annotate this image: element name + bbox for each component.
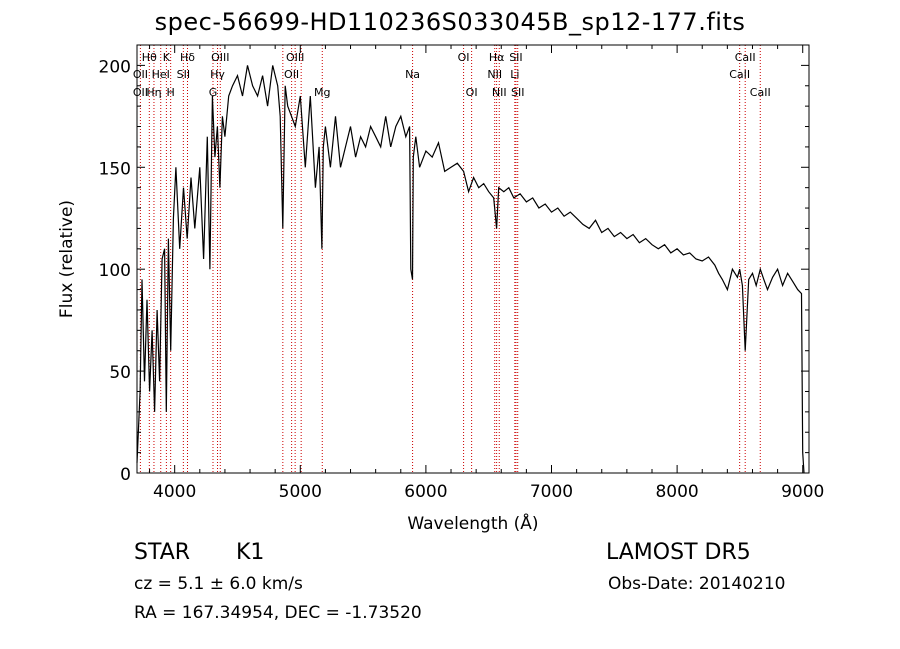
survey-release: LAMOST DR5 [606, 540, 751, 565]
x-tick-label: 9000 [781, 482, 824, 502]
x-tick-label: 5000 [279, 482, 322, 502]
object-class: STAR [134, 540, 191, 565]
coordinates-readout: RA = 167.34954, DEC = -1.73520 [134, 603, 422, 623]
x-tick-label: 7000 [530, 482, 573, 502]
spectral-line-label: CaII [735, 51, 756, 64]
plot-frame [136, 44, 810, 474]
spectral-line-label: G [209, 86, 218, 99]
spectral-line-label: Mg [314, 86, 330, 99]
spectral-line-label: H [167, 86, 175, 99]
spectral-line-label: NII [492, 86, 507, 99]
spectral-line-label: OI [466, 86, 478, 99]
spectral-line-label: Hθ [142, 51, 157, 64]
x-tick-label: 8000 [655, 482, 698, 502]
spectral-line-label: Hδ [180, 51, 195, 64]
spectral-line-label: CaII [750, 86, 771, 99]
y-axis-label: Flux (relative) [57, 200, 77, 318]
spectral-line-label: Hγ [210, 68, 225, 81]
spectrum-line [136, 65, 805, 474]
y-tick-label: 200 [99, 57, 131, 77]
x-tick-label: 6000 [404, 482, 447, 502]
spectral-line-label: K [163, 51, 171, 64]
spectral-line-label: OIII [211, 51, 229, 64]
y-tick-label: 50 [109, 363, 131, 383]
spectral-line-label: Li [510, 68, 519, 81]
spectral-line-label: OII [284, 68, 299, 81]
y-tick-label: 0 [120, 465, 131, 485]
spectral-line-label: OI [458, 51, 470, 64]
spectral-line-label: Na [405, 68, 420, 81]
redshift-readout: cz = 5.1 ± 6.0 km/s [134, 574, 303, 594]
spectral-line-label: NII [487, 68, 502, 81]
y-tick-label: 150 [99, 159, 131, 179]
spectral-line-label: Hα [489, 51, 505, 64]
spectral-line-label: SII [511, 86, 524, 99]
chart-title: spec-56699-HD110236S033045B_sp12-177.fit… [154, 8, 746, 36]
spectral-line-label: OII [133, 68, 148, 81]
object-subclass: K1 [236, 540, 265, 565]
spectral-line-label: CaII [729, 68, 750, 81]
spectral-line-label: HeI [152, 68, 170, 81]
spectral-line-label: OIII [286, 51, 304, 64]
spectral-line-label: SII [509, 51, 522, 64]
x-axis-label: Wavelength (Å) [407, 512, 538, 534]
spectral-line-label: SII [177, 68, 190, 81]
spectral-line-label: Hη [146, 86, 161, 99]
x-tick-label: 4000 [153, 482, 196, 502]
observation-date: Obs-Date: 20140210 [608, 574, 786, 594]
y-tick-label: 100 [99, 261, 131, 281]
spectral-line-label: OII [133, 86, 148, 99]
